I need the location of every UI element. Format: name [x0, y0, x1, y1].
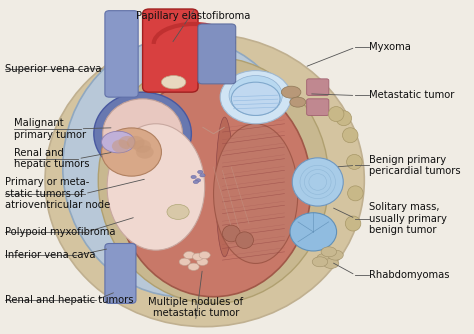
Text: Papillary elastofibroma: Papillary elastofibroma: [137, 11, 251, 21]
Ellipse shape: [116, 77, 311, 297]
Text: Renal and hepatic tumors: Renal and hepatic tumors: [5, 295, 134, 305]
Text: Superior vena cava: Superior vena cava: [5, 64, 101, 74]
Ellipse shape: [183, 252, 195, 259]
Ellipse shape: [321, 247, 337, 257]
Text: Myxoma: Myxoma: [369, 42, 410, 52]
Ellipse shape: [193, 180, 199, 184]
Ellipse shape: [214, 124, 298, 264]
Ellipse shape: [195, 179, 201, 182]
Ellipse shape: [347, 186, 363, 201]
Ellipse shape: [103, 99, 182, 169]
Text: Benign primary
pericardial tumors: Benign primary pericardial tumors: [369, 155, 460, 176]
Text: Primary or meta-
static tumors of
atrioventricular node: Primary or meta- static tumors of atriov…: [5, 177, 110, 210]
Ellipse shape: [112, 140, 129, 153]
Ellipse shape: [323, 259, 339, 269]
Ellipse shape: [345, 216, 361, 231]
Ellipse shape: [198, 170, 203, 174]
FancyBboxPatch shape: [105, 11, 138, 97]
Ellipse shape: [45, 34, 365, 327]
FancyBboxPatch shape: [307, 79, 329, 96]
Ellipse shape: [220, 70, 291, 124]
Ellipse shape: [346, 154, 362, 169]
Ellipse shape: [199, 252, 210, 259]
Ellipse shape: [282, 86, 301, 98]
Text: Solitary mass,
usually primary
benign tumor: Solitary mass, usually primary benign tu…: [369, 202, 447, 235]
Ellipse shape: [133, 140, 151, 153]
Ellipse shape: [328, 250, 343, 260]
Ellipse shape: [136, 145, 154, 159]
Ellipse shape: [192, 253, 203, 261]
Ellipse shape: [127, 136, 145, 149]
Ellipse shape: [236, 232, 254, 248]
Ellipse shape: [63, 37, 302, 297]
Text: Metastatic tumor: Metastatic tumor: [369, 91, 454, 101]
Ellipse shape: [167, 204, 189, 219]
Ellipse shape: [292, 158, 343, 206]
Ellipse shape: [118, 136, 136, 149]
Text: Inferior vena cava: Inferior vena cava: [5, 250, 96, 260]
Text: Malignant
primary tumor: Malignant primary tumor: [14, 118, 86, 140]
Ellipse shape: [101, 131, 135, 153]
Ellipse shape: [94, 92, 191, 175]
Ellipse shape: [317, 254, 332, 264]
FancyBboxPatch shape: [105, 243, 136, 303]
Ellipse shape: [98, 57, 329, 303]
Ellipse shape: [200, 174, 205, 177]
Ellipse shape: [290, 97, 306, 107]
Ellipse shape: [336, 111, 352, 126]
FancyBboxPatch shape: [198, 24, 236, 84]
FancyBboxPatch shape: [307, 99, 329, 116]
Ellipse shape: [328, 107, 344, 122]
Text: Rhabdomyomas: Rhabdomyomas: [369, 270, 449, 280]
Ellipse shape: [312, 257, 328, 267]
Ellipse shape: [162, 75, 186, 89]
FancyBboxPatch shape: [143, 9, 198, 92]
Ellipse shape: [179, 258, 190, 266]
Text: Renal and
hepatic tumors: Renal and hepatic tumors: [14, 148, 90, 169]
Ellipse shape: [290, 213, 337, 251]
Ellipse shape: [101, 128, 162, 176]
Text: Polypoid myxofibroma: Polypoid myxofibroma: [5, 227, 116, 237]
Ellipse shape: [191, 175, 196, 179]
Ellipse shape: [216, 117, 234, 257]
Ellipse shape: [231, 82, 280, 116]
Ellipse shape: [343, 128, 358, 143]
Ellipse shape: [107, 124, 205, 250]
Ellipse shape: [222, 225, 240, 242]
Ellipse shape: [229, 75, 283, 116]
Ellipse shape: [197, 258, 208, 266]
Ellipse shape: [188, 263, 199, 271]
Ellipse shape: [106, 282, 130, 302]
Text: Multiple nodules of
metastatic tumor: Multiple nodules of metastatic tumor: [148, 297, 243, 318]
